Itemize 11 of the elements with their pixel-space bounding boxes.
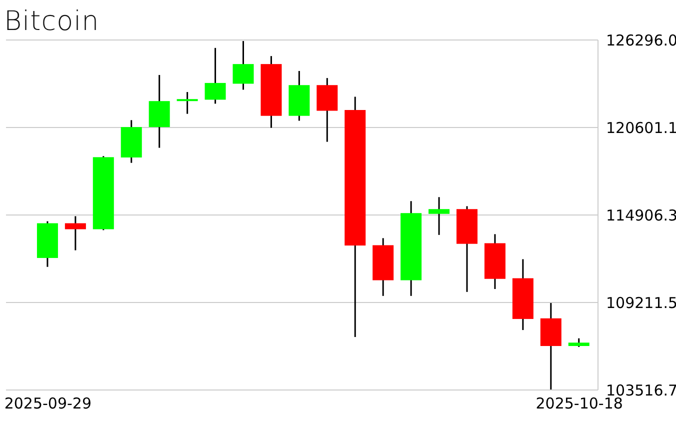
candlestick [204,47,226,104]
y-tick-label: 109211.5 [606,294,676,312]
x-tick-label: 2025-09-29 [4,394,92,413]
y-tick-label: 120601.1 [606,118,676,137]
candlestick [176,91,198,115]
candlestick [64,215,86,252]
x-tick-label: 2025-10-18 [536,394,623,413]
chart-title: Bitcoin [4,6,100,37]
candlestick [232,40,254,90]
y-tick-label: 114906.3 [606,206,676,224]
candlestick [428,196,450,236]
